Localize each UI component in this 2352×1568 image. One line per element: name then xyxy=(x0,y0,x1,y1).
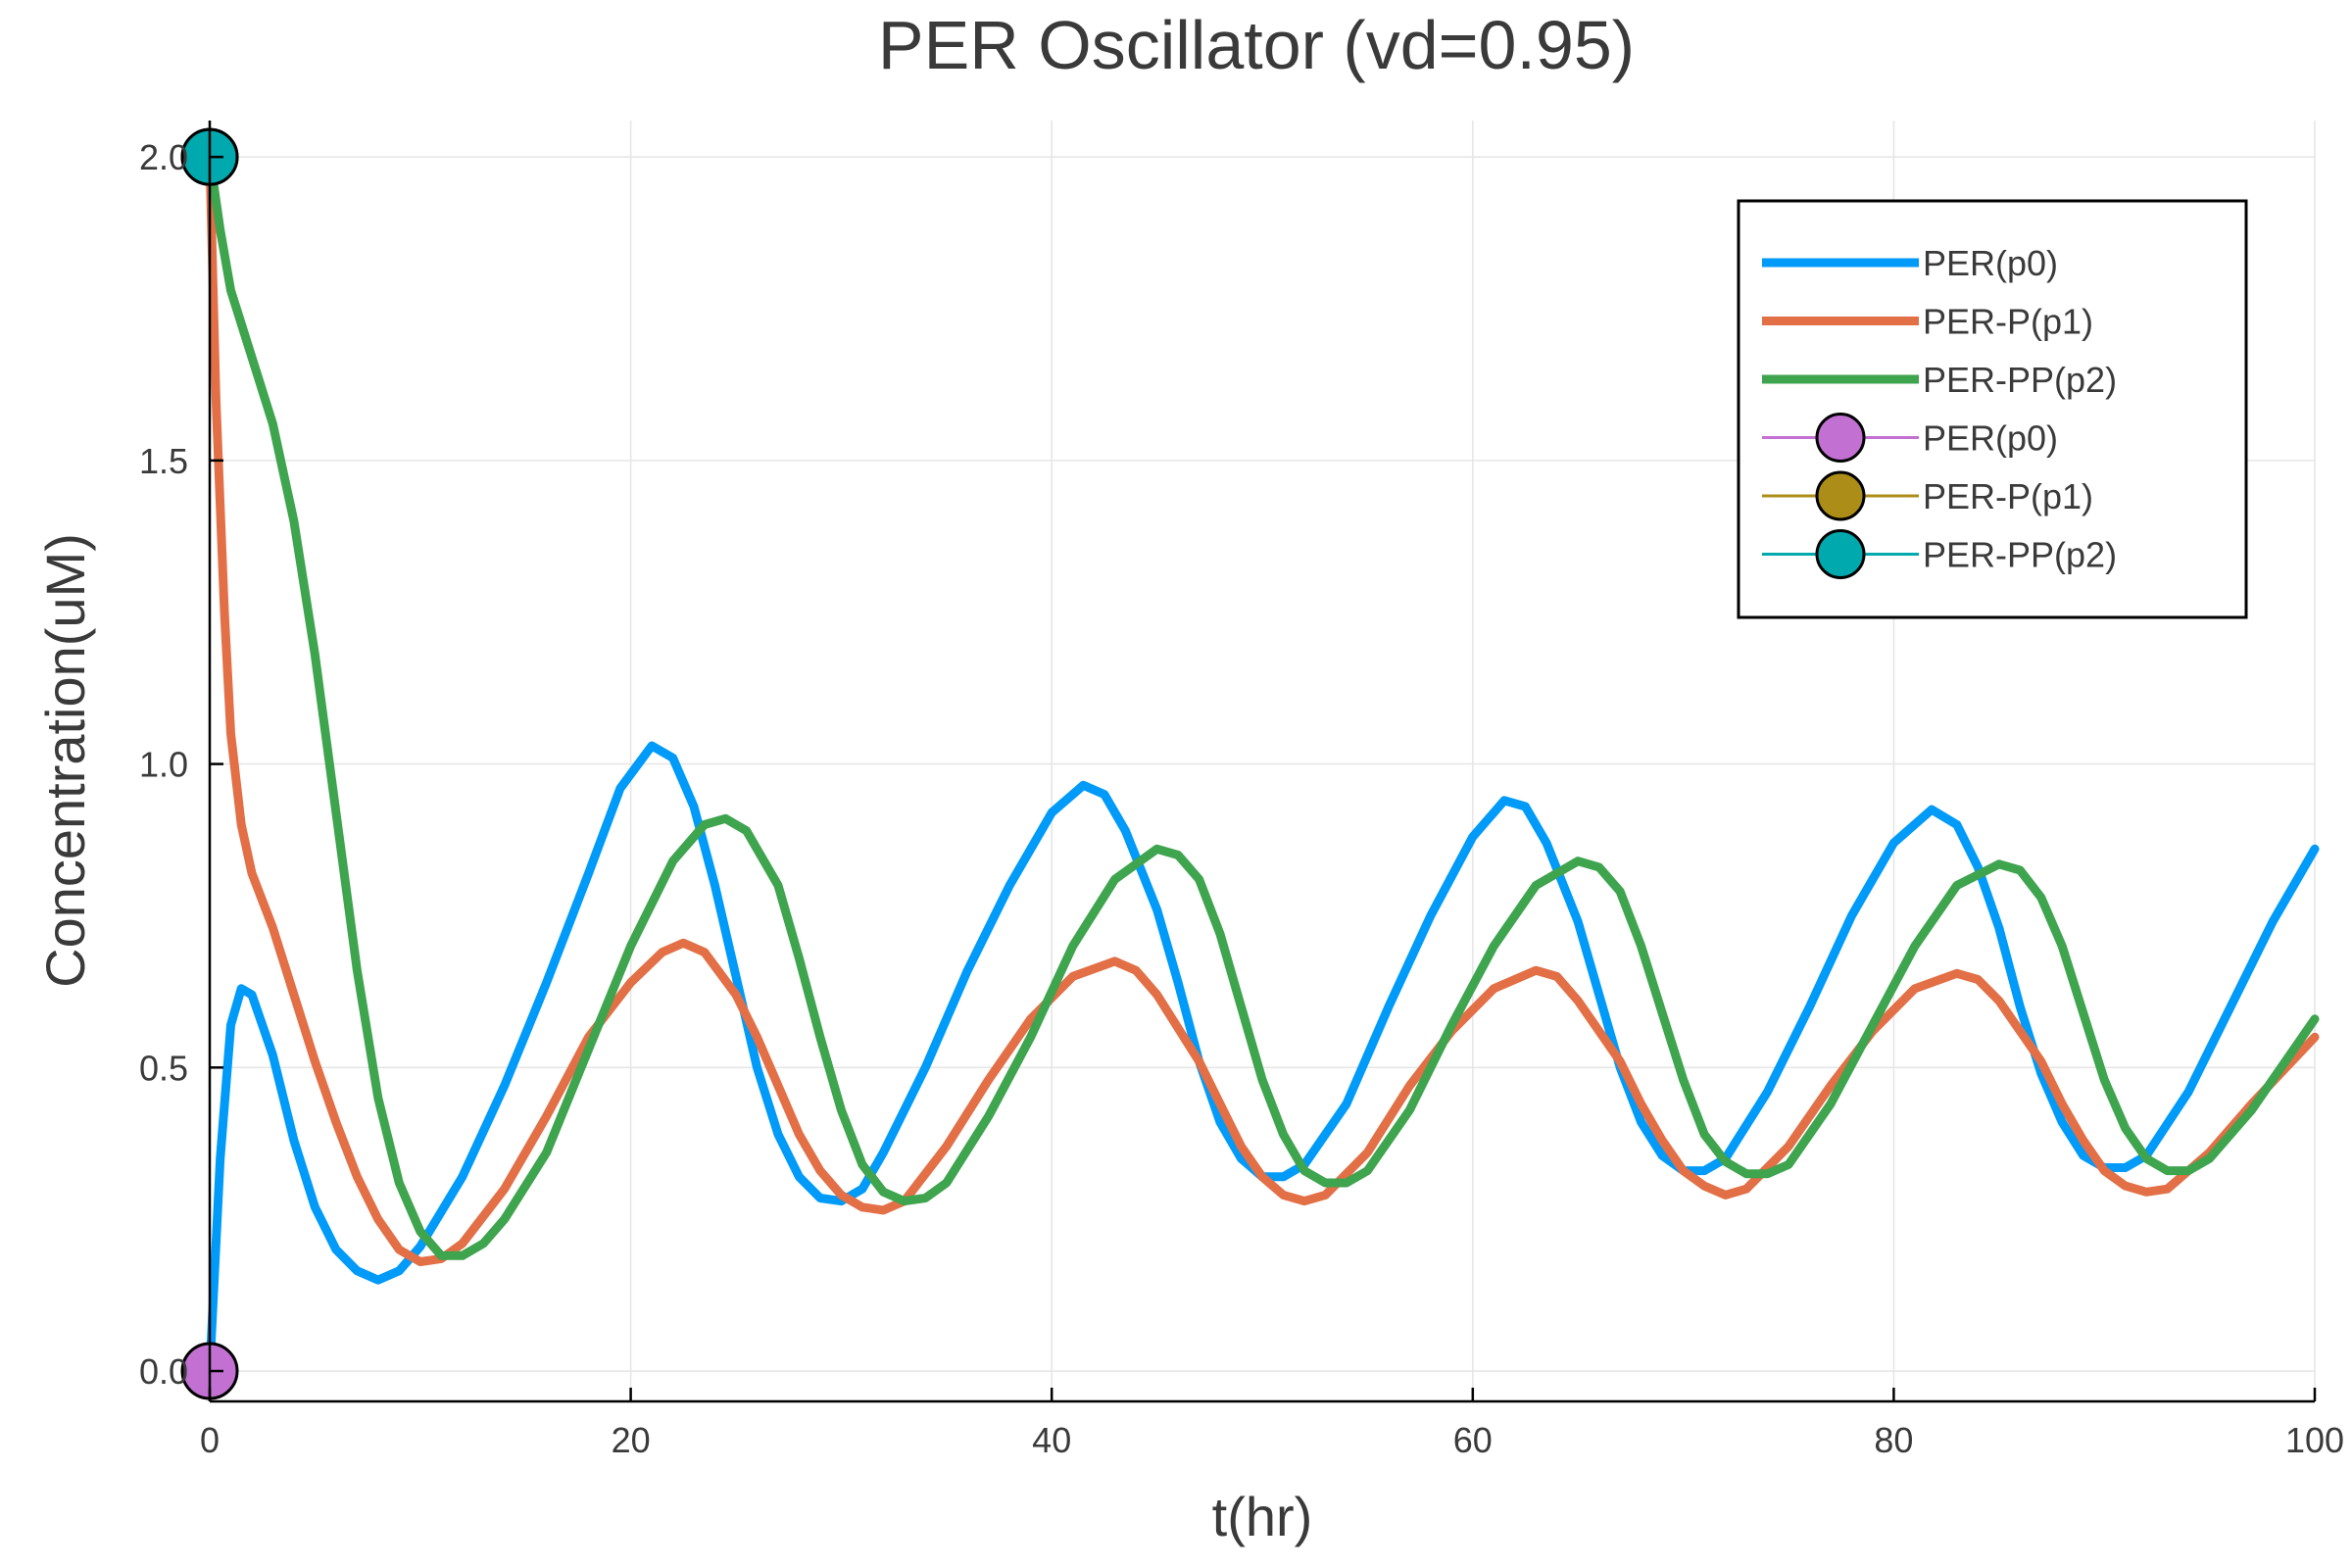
legend-marker xyxy=(1815,413,1866,463)
y-tick-label: 0.5 xyxy=(139,1048,188,1088)
series-line-per-p-p1 xyxy=(205,152,2320,1266)
legend: PER(p0) PER-P(p1) PER-PP(p2) PER(p0) PER-P(p… xyxy=(1737,199,2248,619)
legend-label: PER-PP(p2) xyxy=(1923,535,2117,575)
legend-label: PER-PP(p2) xyxy=(1923,360,2117,400)
x-tick-label: 80 xyxy=(1874,1420,1913,1460)
x-tick-label: 0 xyxy=(200,1420,220,1460)
y-ticks: 0.0 0.5 1.0 1.5 2.0 xyxy=(139,137,223,1392)
x-tick-label: 40 xyxy=(1032,1420,1071,1460)
x-axis-label: t(hr) xyxy=(1212,1486,1313,1547)
y-tick-label: 2.0 xyxy=(139,137,188,177)
legend-marker xyxy=(1815,470,1866,521)
axes xyxy=(208,121,2315,1403)
y-tick-label: 1.5 xyxy=(139,441,188,481)
legend-items: PER(p0) PER-P(p1) PER-PP(p2) PER(p0) PER-P(p… xyxy=(1762,243,2117,579)
legend-marker xyxy=(1815,529,1866,579)
chart-title: PER Oscillator (vd=0.95) xyxy=(878,7,1635,83)
y-axis-label: Concentration(uM) xyxy=(34,533,96,988)
legend-label: PER(p0) xyxy=(1923,418,2058,459)
legend-label: PER-P(p1) xyxy=(1923,302,2093,342)
x-tick-label: 60 xyxy=(1453,1420,1493,1460)
series-line-per-p0 xyxy=(205,741,2320,1376)
x-tick-label: 20 xyxy=(612,1420,651,1460)
y-tick-label: 0.0 xyxy=(139,1351,188,1392)
legend-label: PER-P(p1) xyxy=(1923,476,2093,516)
x-tick-label: 100 xyxy=(2285,1420,2344,1460)
series-line-per-pp-p2 xyxy=(205,152,2320,1260)
legend-label: PER(p0) xyxy=(1923,243,2058,283)
series-layer xyxy=(205,152,2320,1376)
y-tick-label: 1.0 xyxy=(139,745,188,785)
x-ticks: 0 20 40 60 80 100 xyxy=(200,1388,2344,1460)
